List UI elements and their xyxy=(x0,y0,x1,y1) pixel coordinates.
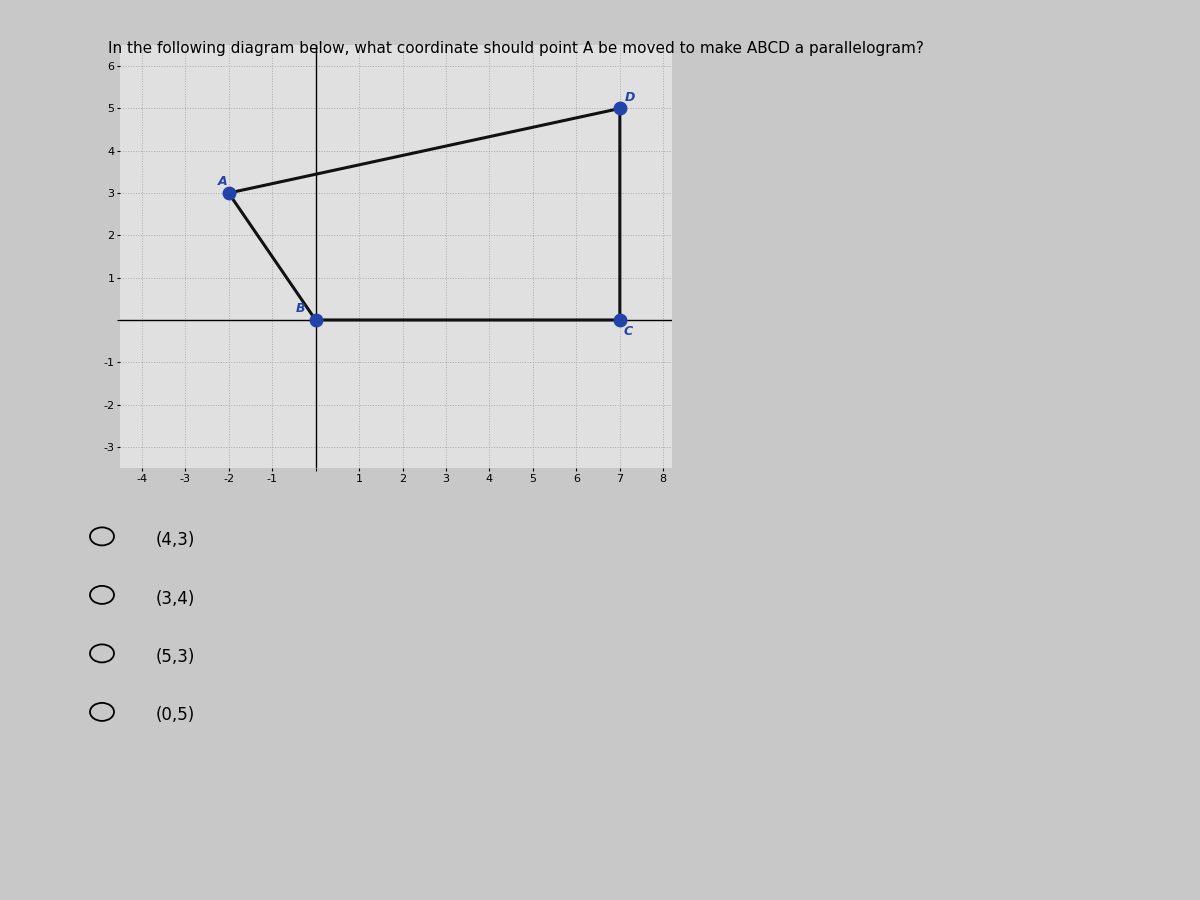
Text: A: A xyxy=(217,176,228,188)
Text: (4,3): (4,3) xyxy=(156,531,196,549)
Text: (5,3): (5,3) xyxy=(156,648,196,666)
Text: (3,4): (3,4) xyxy=(156,590,196,608)
Text: (0,5): (0,5) xyxy=(156,706,196,724)
Text: C: C xyxy=(623,325,632,338)
Text: B: B xyxy=(296,302,306,315)
Text: D: D xyxy=(625,91,636,104)
Text: In the following diagram below, what coordinate should point A be moved to make : In the following diagram below, what coo… xyxy=(108,40,924,56)
